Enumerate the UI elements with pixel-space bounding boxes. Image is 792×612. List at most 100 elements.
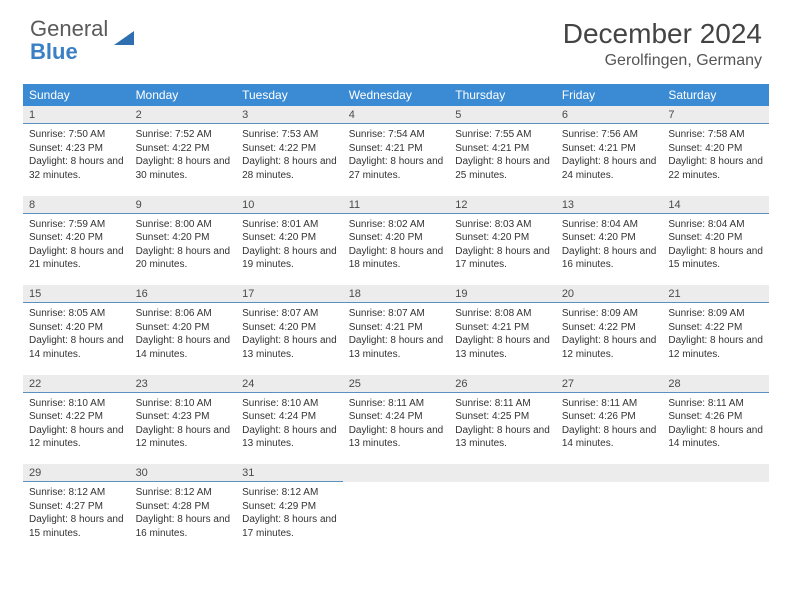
daylight-line: Daylight: 8 hours and 17 minutes. [242,513,337,540]
daylight-line: Daylight: 8 hours and 17 minutes. [455,245,550,272]
daylight-line: Daylight: 8 hours and 15 minutes. [29,513,124,540]
sunrise-line: Sunrise: 8:07 AM [349,307,444,321]
sunset-line: Sunset: 4:20 PM [29,321,124,335]
day-number-row: 15161718192021 [23,285,769,303]
sunset-line: Sunset: 4:20 PM [349,231,444,245]
sunset-line: Sunset: 4:20 PM [242,321,337,335]
day-number-cell [662,464,769,482]
day-number-cell [343,464,450,482]
day-number-cell [556,464,663,482]
day-number-cell: 18 [343,285,450,303]
sunrise-line: Sunrise: 7:59 AM [29,218,124,232]
daylight-line: Daylight: 8 hours and 30 minutes. [136,155,231,182]
sunset-line: Sunset: 4:22 PM [562,321,657,335]
daylight-line: Daylight: 8 hours and 14 minutes. [668,424,763,451]
sunset-line: Sunset: 4:24 PM [349,410,444,424]
sunset-line: Sunset: 4:21 PM [349,321,444,335]
day-content-cell: Sunrise: 8:07 AMSunset: 4:20 PMDaylight:… [236,303,343,375]
day-content-cell: Sunrise: 8:11 AMSunset: 4:26 PMDaylight:… [556,392,663,464]
sunrise-line: Sunrise: 8:09 AM [562,307,657,321]
sunrise-line: Sunrise: 8:01 AM [242,218,337,232]
daylight-line: Daylight: 8 hours and 13 minutes. [455,424,550,451]
sunrise-line: Sunrise: 8:04 AM [562,218,657,232]
day-number-cell: 29 [23,464,130,482]
day-content-cell: Sunrise: 8:12 AMSunset: 4:27 PMDaylight:… [23,482,130,554]
sunset-line: Sunset: 4:20 PM [668,142,763,156]
sunset-line: Sunset: 4:23 PM [29,142,124,156]
daylight-line: Daylight: 8 hours and 12 minutes. [29,424,124,451]
daylight-line: Daylight: 8 hours and 20 minutes. [136,245,231,272]
sunrise-line: Sunrise: 8:03 AM [455,218,550,232]
day-content-cell: Sunrise: 8:02 AMSunset: 4:20 PMDaylight:… [343,213,450,285]
sunrise-line: Sunrise: 8:10 AM [242,397,337,411]
day-number-cell: 17 [236,285,343,303]
daylight-line: Daylight: 8 hours and 14 minutes. [29,334,124,361]
day-content-cell: Sunrise: 7:59 AMSunset: 4:20 PMDaylight:… [23,213,130,285]
daylight-line: Daylight: 8 hours and 13 minutes. [242,334,337,361]
day-number-cell: 9 [130,196,237,214]
sunset-line: Sunset: 4:27 PM [29,500,124,514]
sunset-line: Sunset: 4:25 PM [455,410,550,424]
daylight-line: Daylight: 8 hours and 25 minutes. [455,155,550,182]
day-number-cell: 14 [662,196,769,214]
day-content-cell: Sunrise: 8:10 AMSunset: 4:22 PMDaylight:… [23,392,130,464]
weekday-header: Monday [130,84,237,106]
sunrise-line: Sunrise: 8:09 AM [668,307,763,321]
weekday-header: Tuesday [236,84,343,106]
day-number-row: 293031 [23,464,769,482]
sunset-line: Sunset: 4:22 PM [242,142,337,156]
sunset-line: Sunset: 4:26 PM [562,410,657,424]
sunrise-line: Sunrise: 8:12 AM [136,486,231,500]
sunset-line: Sunset: 4:21 PM [562,142,657,156]
day-content-cell: Sunrise: 8:06 AMSunset: 4:20 PMDaylight:… [130,303,237,375]
day-content-row: Sunrise: 7:50 AMSunset: 4:23 PMDaylight:… [23,124,769,196]
daylight-line: Daylight: 8 hours and 14 minutes. [136,334,231,361]
sunrise-line: Sunrise: 7:54 AM [349,128,444,142]
weekday-header: Friday [556,84,663,106]
daylight-line: Daylight: 8 hours and 12 minutes. [562,334,657,361]
day-number-row: 1234567 [23,106,769,124]
day-number-cell: 30 [130,464,237,482]
sunrise-line: Sunrise: 7:52 AM [136,128,231,142]
day-content-cell: Sunrise: 7:52 AMSunset: 4:22 PMDaylight:… [130,124,237,196]
daylight-line: Daylight: 8 hours and 16 minutes. [562,245,657,272]
sunset-line: Sunset: 4:20 PM [562,231,657,245]
day-content-cell: Sunrise: 8:12 AMSunset: 4:28 PMDaylight:… [130,482,237,554]
day-content-cell: Sunrise: 8:01 AMSunset: 4:20 PMDaylight:… [236,213,343,285]
month-title: December 2024 [563,18,762,50]
sunrise-line: Sunrise: 8:02 AM [349,218,444,232]
sunset-line: Sunset: 4:22 PM [29,410,124,424]
sunrise-line: Sunrise: 7:53 AM [242,128,337,142]
sunrise-line: Sunrise: 8:00 AM [136,218,231,232]
day-content-cell: Sunrise: 8:10 AMSunset: 4:24 PMDaylight:… [236,392,343,464]
day-number-cell: 10 [236,196,343,214]
day-content-row: Sunrise: 8:10 AMSunset: 4:22 PMDaylight:… [23,392,769,464]
day-number-cell: 25 [343,375,450,393]
weekday-header: Thursday [449,84,556,106]
title-block: December 2024 Gerolfingen, Germany [563,18,762,70]
day-number-cell: 4 [343,106,450,124]
sunrise-line: Sunrise: 8:04 AM [668,218,763,232]
day-content-cell: Sunrise: 8:09 AMSunset: 4:22 PMDaylight:… [556,303,663,375]
sunrise-line: Sunrise: 7:56 AM [562,128,657,142]
sunset-line: Sunset: 4:21 PM [455,142,550,156]
day-number-cell: 22 [23,375,130,393]
day-number-cell: 23 [130,375,237,393]
daylight-line: Daylight: 8 hours and 14 minutes. [562,424,657,451]
day-number-row: 891011121314 [23,196,769,214]
sunrise-line: Sunrise: 7:58 AM [668,128,763,142]
day-content-row: Sunrise: 8:12 AMSunset: 4:27 PMDaylight:… [23,482,769,554]
day-content-cell: Sunrise: 8:11 AMSunset: 4:24 PMDaylight:… [343,392,450,464]
day-number-cell: 26 [449,375,556,393]
daylight-line: Daylight: 8 hours and 13 minutes. [242,424,337,451]
daylight-line: Daylight: 8 hours and 19 minutes. [242,245,337,272]
sunset-line: Sunset: 4:20 PM [136,321,231,335]
day-number-cell: 11 [343,196,450,214]
day-number-cell: 24 [236,375,343,393]
calendar-table: SundayMondayTuesdayWednesdayThursdayFrid… [23,84,769,554]
sunrise-line: Sunrise: 8:12 AM [242,486,337,500]
day-content-cell: Sunrise: 8:07 AMSunset: 4:21 PMDaylight:… [343,303,450,375]
sunrise-line: Sunrise: 7:55 AM [455,128,550,142]
day-content-cell: Sunrise: 8:05 AMSunset: 4:20 PMDaylight:… [23,303,130,375]
daylight-line: Daylight: 8 hours and 28 minutes. [242,155,337,182]
